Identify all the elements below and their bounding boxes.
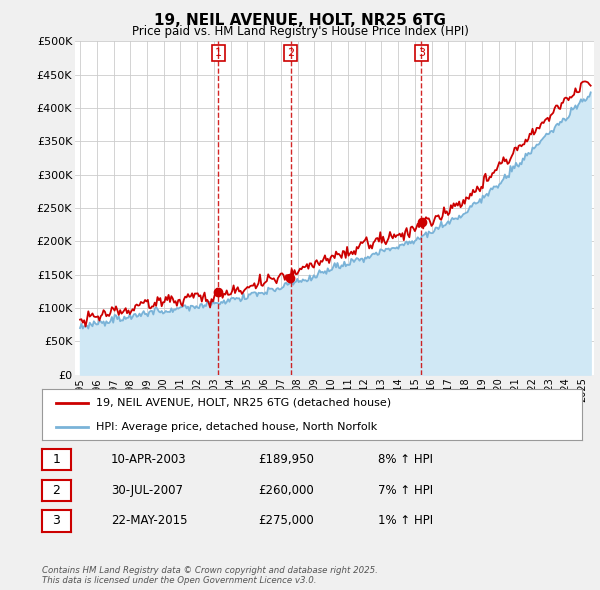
Text: 1% ↑ HPI: 1% ↑ HPI [378, 514, 433, 527]
Text: 7% ↑ HPI: 7% ↑ HPI [378, 484, 433, 497]
Text: 10-APR-2003: 10-APR-2003 [111, 453, 187, 466]
Text: HPI: Average price, detached house, North Norfolk: HPI: Average price, detached house, Nort… [96, 422, 377, 432]
Text: 2: 2 [287, 48, 294, 58]
Text: 19, NEIL AVENUE, HOLT, NR25 6TG (detached house): 19, NEIL AVENUE, HOLT, NR25 6TG (detache… [96, 398, 391, 408]
Text: 22-MAY-2015: 22-MAY-2015 [111, 514, 187, 527]
Text: Price paid vs. HM Land Registry's House Price Index (HPI): Price paid vs. HM Land Registry's House … [131, 25, 469, 38]
Text: 19, NEIL AVENUE, HOLT, NR25 6TG: 19, NEIL AVENUE, HOLT, NR25 6TG [154, 13, 446, 28]
Text: 3: 3 [418, 48, 425, 58]
Text: 1: 1 [52, 453, 61, 466]
Text: £189,950: £189,950 [258, 453, 314, 466]
Text: 2: 2 [52, 484, 61, 497]
Text: Contains HM Land Registry data © Crown copyright and database right 2025.
This d: Contains HM Land Registry data © Crown c… [42, 566, 378, 585]
Text: £260,000: £260,000 [258, 484, 314, 497]
Text: 3: 3 [52, 514, 61, 527]
Text: £275,000: £275,000 [258, 514, 314, 527]
Text: 8% ↑ HPI: 8% ↑ HPI [378, 453, 433, 466]
Text: 1: 1 [215, 48, 222, 58]
Text: 30-JUL-2007: 30-JUL-2007 [111, 484, 183, 497]
